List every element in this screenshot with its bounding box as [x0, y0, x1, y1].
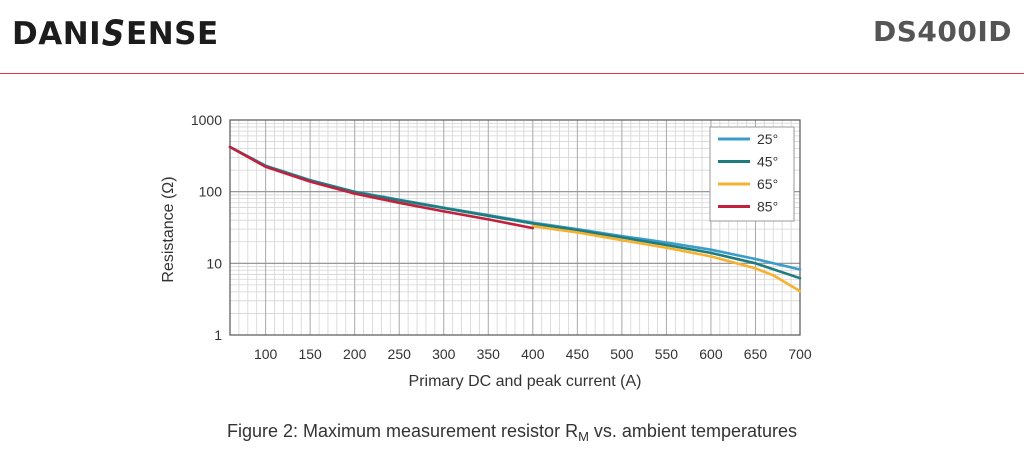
- plot-frame: [229, 119, 801, 336]
- danisense-logo: DANISENSE: [12, 13, 219, 54]
- x-tick-label: 550: [655, 346, 679, 362]
- caption-subscript: M: [578, 429, 589, 444]
- series-line: [228, 145, 535, 230]
- logo-text-right: ENSE: [126, 16, 219, 52]
- y-axis-label: Resistance (Ω): [160, 176, 177, 282]
- y-tick-label: 10: [206, 255, 222, 271]
- x-tick-label: 650: [744, 346, 768, 362]
- legend-label: 25°: [757, 131, 778, 147]
- resistance-chart: 100 150 200 250 300 350 400 450 500 550 600 650 700 1…: [160, 112, 812, 390]
- figure-caption: Figure 2: Maximum measurement resistor R…: [0, 421, 1024, 444]
- x-tick-label: 100: [254, 346, 278, 362]
- header-divider: [0, 73, 1024, 74]
- product-code: DS400ID: [872, 15, 1012, 48]
- y-tick-label: 100: [199, 184, 223, 200]
- legend-label: 85°: [757, 199, 778, 215]
- x-tick-label: 500: [610, 346, 634, 362]
- x-tick-label: 600: [699, 346, 723, 362]
- x-tick-label: 400: [521, 346, 545, 362]
- x-tick-label: 150: [298, 346, 322, 362]
- y-tick-label: 1: [214, 327, 222, 343]
- legend-label: 45°: [757, 154, 778, 170]
- legend-label: 65°: [757, 176, 778, 192]
- x-tick-label: 700: [788, 346, 812, 362]
- y-tick-label: 1000: [191, 112, 222, 128]
- x-tick-label: 350: [477, 346, 501, 362]
- x-tick-label: 450: [566, 346, 590, 362]
- x-tick-label: 200: [343, 346, 367, 362]
- caption-prefix: Figure 2: Maximum measurement resistor R: [226, 421, 579, 441]
- logo-text-left: DANI: [12, 16, 102, 52]
- x-tick-label: 300: [432, 346, 456, 362]
- page-header: DANISENSE DS400ID: [0, 0, 1024, 74]
- caption-suffix: vs. ambient temperatures: [588, 421, 798, 441]
- x-tick-label: 250: [388, 346, 412, 362]
- x-axis-label: Primary DC and peak current (A): [409, 373, 642, 390]
- series-line: [531, 224, 802, 293]
